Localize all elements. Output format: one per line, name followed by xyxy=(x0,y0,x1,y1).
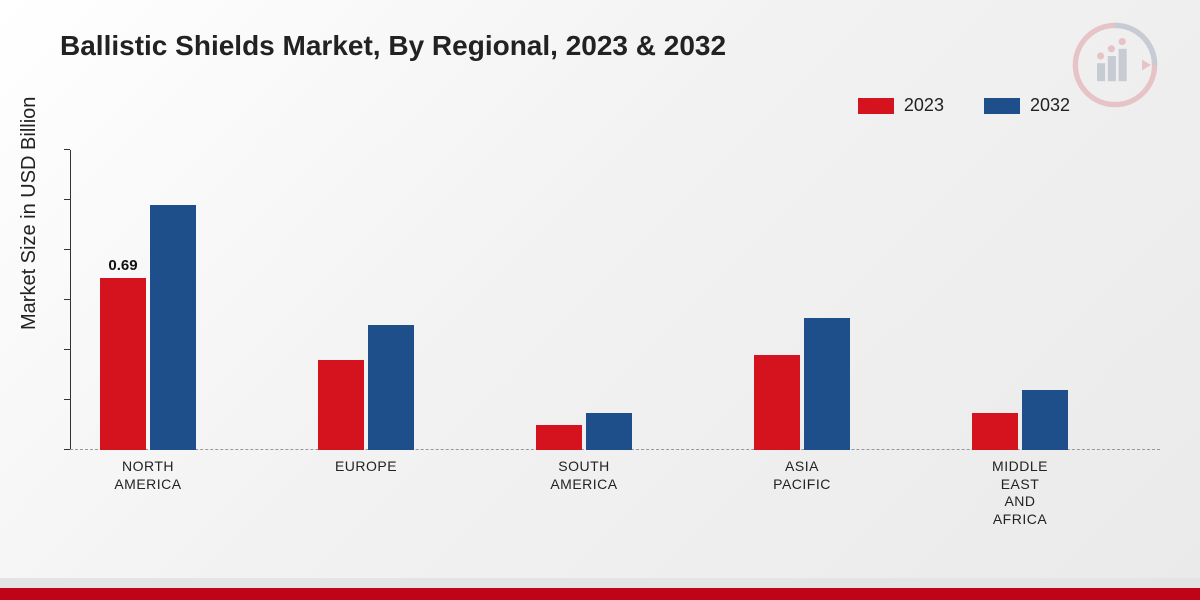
y-axis-line xyxy=(70,150,71,450)
y-axis-label: Market Size in USD Billion xyxy=(18,97,41,330)
bar-2032 xyxy=(368,325,414,450)
bar-2032 xyxy=(1022,390,1068,450)
y-tick xyxy=(64,149,70,150)
x-axis-label: MIDDLEEASTANDAFRICA xyxy=(950,458,1090,528)
bar-2023 xyxy=(100,278,146,451)
legend-item-2023: 2023 xyxy=(858,95,944,116)
y-tick xyxy=(64,299,70,300)
legend-label-2032: 2032 xyxy=(1030,95,1070,116)
legend-item-2032: 2032 xyxy=(984,95,1070,116)
legend-swatch-2023 xyxy=(858,98,894,114)
bar-2023 xyxy=(318,360,364,450)
bar-2032 xyxy=(804,318,850,451)
x-axis-label: EUROPE xyxy=(296,458,436,476)
y-tick xyxy=(64,249,70,250)
y-tick xyxy=(64,349,70,350)
chart-title: Ballistic Shields Market, By Regional, 2… xyxy=(60,30,726,62)
y-tick xyxy=(64,399,70,400)
y-tick xyxy=(64,449,70,450)
legend: 2023 2032 xyxy=(858,95,1070,116)
legend-label-2023: 2023 xyxy=(904,95,944,116)
y-tick xyxy=(64,199,70,200)
page-root: Ballistic Shields Market, By Regional, 2… xyxy=(0,0,1200,600)
bar-value-label: 0.69 xyxy=(100,257,146,274)
bar-2023 xyxy=(754,355,800,450)
x-axis-label: SOUTHAMERICA xyxy=(514,458,654,493)
legend-swatch-2032 xyxy=(984,98,1020,114)
footer-grey-strip xyxy=(0,578,1200,588)
chart-area: 0.69 xyxy=(70,150,1160,450)
watermark-logo xyxy=(1070,20,1160,110)
bar-2023 xyxy=(972,413,1018,451)
footer-accent-bar xyxy=(0,588,1200,600)
x-axis-labels: NORTHAMERICA EUROPE SOUTHAMERICA ASIAPACIFI… xyxy=(70,458,1160,538)
bar-2032 xyxy=(586,413,632,451)
x-axis-label: ASIAPACIFIC xyxy=(732,458,872,493)
x-axis-label: NORTHAMERICA xyxy=(78,458,218,493)
bar-2023 xyxy=(536,425,582,450)
bar-2032 xyxy=(150,205,196,450)
